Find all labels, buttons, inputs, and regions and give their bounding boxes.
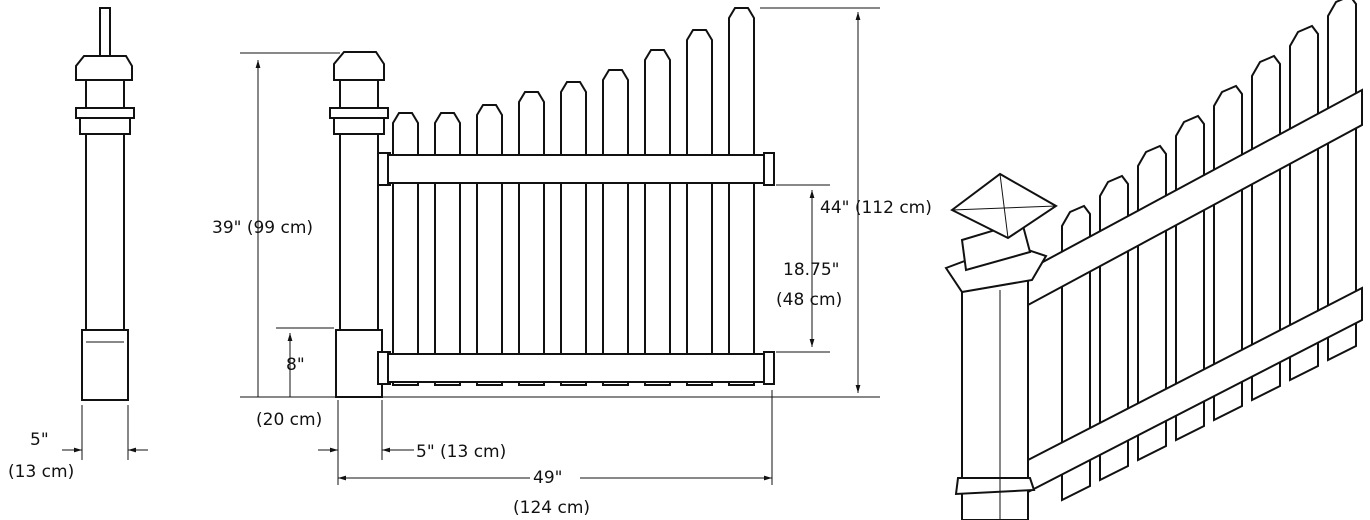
dimension-label: (13 cm) <box>8 462 74 482</box>
picket <box>560 81 587 386</box>
dimension-label: 18.75" <box>783 260 840 280</box>
front-post <box>329 51 389 398</box>
dimension-label: 44" (112 cm) <box>820 198 932 218</box>
picket <box>518 91 545 386</box>
picket <box>392 112 419 386</box>
dimension-label: (20 cm) <box>256 410 322 430</box>
dimension-label: 49" <box>533 468 562 488</box>
isometric-fence <box>944 0 1363 520</box>
picket <box>1327 0 1357 362</box>
picket <box>686 29 713 386</box>
picket <box>602 69 629 386</box>
picket <box>434 112 461 386</box>
single-post-dimension: 5" (13 cm) <box>8 405 148 482</box>
single-post <box>75 7 135 401</box>
dimension-label: (48 cm) <box>776 290 842 310</box>
picket <box>1289 24 1319 382</box>
picket <box>476 104 503 386</box>
dimension-label: 39" (99 cm) <box>212 218 313 238</box>
pickets <box>392 7 755 386</box>
dimension-label: 5" <box>30 430 49 450</box>
picket <box>644 49 671 386</box>
front-dimensions: 39" (99 cm) 8" (20 cm) 5" (13 cm) 49" (1… <box>212 7 932 518</box>
rails <box>377 152 775 385</box>
picket <box>728 7 755 386</box>
dimension-label: 5" (13 cm) <box>416 442 506 462</box>
dimension-label: (124 cm) <box>513 498 590 518</box>
dimension-label: 8" <box>286 355 305 375</box>
